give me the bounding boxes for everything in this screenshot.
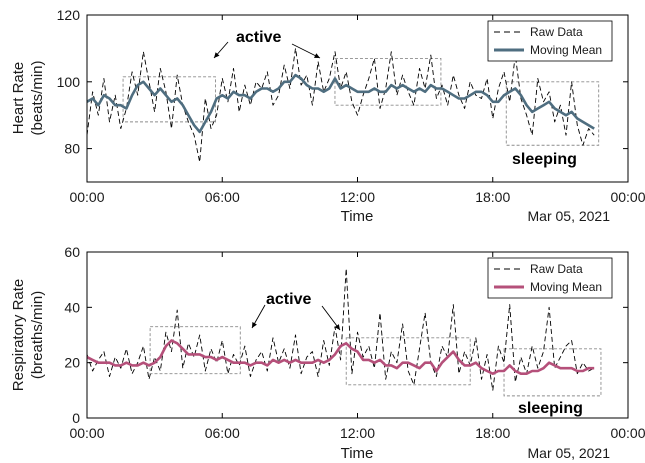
x-tick-label: 12:00 <box>340 425 375 441</box>
legend-raw-label: Raw Data <box>530 25 583 39</box>
x-axis-ticks: 00:00 06:00 12:00 18:00 00:00 <box>69 15 645 205</box>
annotation-arrow-head <box>334 324 340 330</box>
x-tick-label: 00:00 <box>610 425 645 441</box>
y-tick-label: 40 <box>64 299 80 315</box>
legend-mean-label: Moving Mean <box>530 280 602 294</box>
annotation-arrow-head <box>214 52 220 58</box>
legend-box <box>487 257 613 299</box>
annotation-arrows <box>213 41 321 59</box>
annotation-sleeping: sleeping <box>518 400 583 417</box>
highlight-box-1 <box>345 337 471 386</box>
x-tick-label: 00:00 <box>69 425 104 441</box>
raw-data-series <box>86 268 595 391</box>
highlight-box-0 <box>149 326 241 375</box>
respiratory-rate-panel: 0 20 40 60 00:00 06:00 12:00 18:00 00:00 Respir… <box>10 244 645 462</box>
x-tick-label: 12:00 <box>340 189 375 205</box>
x-tick-label: 18:00 <box>475 189 510 205</box>
y-axis-ticks: 80 100 120 <box>57 7 628 157</box>
y-tick-label: 20 <box>64 355 80 371</box>
legend-raw-label: Raw Data <box>530 262 583 276</box>
x-tick-label: 06:00 <box>205 189 240 205</box>
heart-rate-panel: 80 100 120 00:00 06:00 12:00 18:00 00:00 Heart… <box>10 7 645 225</box>
legend-mean-label: Moving Mean <box>530 43 602 57</box>
date-label: Mar 05, 2021 <box>528 208 611 224</box>
x-axis-title: Time <box>341 445 374 462</box>
x-axis-title: Time <box>341 208 374 225</box>
y-tick-label: 60 <box>64 244 80 260</box>
x-axis-ticks: 00:00 06:00 12:00 18:00 00:00 <box>69 252 645 441</box>
highlight-box-1 <box>334 57 442 106</box>
highlight-box-2 <box>505 81 600 146</box>
date-label: Mar 05, 2021 <box>528 445 611 461</box>
highlight-box-0 <box>122 76 216 123</box>
highlight-boxes <box>122 57 600 146</box>
annotation-active: active <box>266 291 311 308</box>
legend: Raw Data Moving Mean <box>487 257 613 299</box>
highlight-boxes <box>149 326 602 397</box>
y-tick-label: 0 <box>72 410 80 426</box>
y-axis-title-line2: (breaths/min) <box>29 291 46 379</box>
y-axis-ticks: 0 20 40 60 <box>64 244 628 426</box>
y-tick-label: 80 <box>64 141 80 157</box>
y-axis-title-line1: Heart Rate <box>10 62 27 135</box>
moving-mean-series <box>86 73 595 134</box>
highlight-box-2 <box>503 348 602 397</box>
legend-box <box>487 20 613 62</box>
annotation-arrow-head <box>314 53 320 58</box>
moving-mean-line <box>86 339 595 376</box>
x-tick-label: 18:00 <box>475 425 510 441</box>
annotation-arrow-head <box>252 322 257 328</box>
raw-data-line <box>86 268 595 391</box>
y-axis-title-line1: Respiratory Rate <box>10 279 27 392</box>
x-tick-label: 00:00 <box>610 189 645 205</box>
annotation-active: active <box>236 29 281 46</box>
annotation-arrows <box>251 304 341 331</box>
annotation-sleeping: sleeping <box>512 151 577 168</box>
y-tick-label: 120 <box>57 7 81 23</box>
legend: Raw Data Moving Mean <box>487 20 613 62</box>
x-tick-label: 00:00 <box>69 189 104 205</box>
y-axis-title-line2: (beats/min) <box>29 60 46 135</box>
y-tick-label: 100 <box>57 74 81 90</box>
moving-mean-line <box>86 73 595 134</box>
x-tick-label: 06:00 <box>205 425 240 441</box>
moving-mean-series <box>86 339 595 376</box>
